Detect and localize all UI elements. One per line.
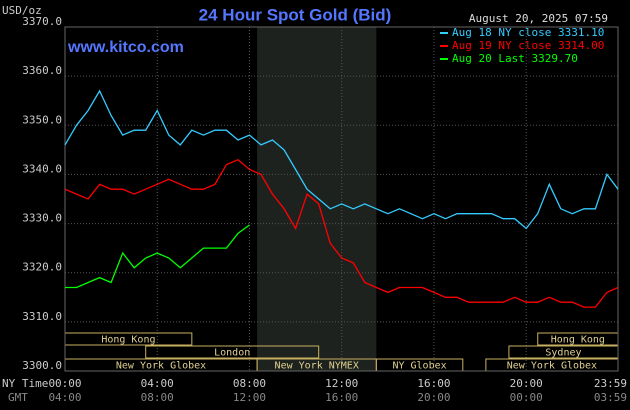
- x-tick-label: 12:00: [325, 377, 358, 390]
- session-label: New York Globex: [116, 361, 206, 372]
- series-line: [65, 224, 250, 289]
- y-tick-label: 3330.0: [22, 212, 62, 225]
- x2-tick-label: 16:00: [325, 391, 358, 404]
- y-tick-label: 3300.0: [22, 359, 62, 372]
- x-tick-label: 08:00: [233, 377, 266, 390]
- session-label: New York NYMEX: [275, 361, 359, 372]
- session-shade: [257, 27, 377, 371]
- x-tick-label: 23:59: [594, 377, 627, 390]
- session-label: Hong Kong: [101, 335, 155, 346]
- x2-axis-label: GMT: [8, 391, 28, 404]
- x2-tick-label: 12:00: [233, 391, 266, 404]
- x2-tick-label: 04:00: [48, 391, 81, 404]
- y-tick-label: 3360.0: [22, 64, 62, 77]
- session-bar: [145, 345, 320, 359]
- series-line: [64, 89, 619, 230]
- watermark: www.kitco.com: [67, 39, 184, 56]
- legend-label: Aug 20 Last 3329.70: [452, 52, 578, 65]
- legend-label: Aug 18 NY close 3331.10: [452, 26, 604, 39]
- y-tick-label: 3320.0: [22, 261, 62, 274]
- x-axis-label: NY Time: [2, 377, 48, 390]
- x-tick-label: 00:00: [48, 377, 81, 390]
- series-line: [64, 158, 619, 308]
- x2-tick-label: 00:00: [510, 391, 543, 404]
- timestamp: August 20, 2025 07:59: [469, 12, 608, 25]
- y-tick-label: 3310.0: [22, 310, 62, 323]
- y-tick-label: 3370.0: [22, 15, 62, 28]
- session-label: Hong Kong: [551, 335, 605, 346]
- chart-title: 24 Hour Spot Gold (Bid): [199, 5, 392, 24]
- x-tick-label: 04:00: [141, 377, 174, 390]
- x-tick-label: 20:00: [510, 377, 543, 390]
- legend-label: Aug 19 NY close 3314.00: [452, 39, 604, 52]
- x2-tick-label: 20:00: [417, 391, 450, 404]
- plot-frame: [64, 26, 619, 372]
- x2-tick-label: 03:59: [594, 391, 627, 404]
- x-tick-label: 16:00: [417, 377, 450, 390]
- y-axis-label: USD/oz: [2, 4, 42, 17]
- y-tick-label: 3340.0: [22, 162, 62, 175]
- x2-tick-label: 08:00: [141, 391, 174, 404]
- session-label: New York Globex: [507, 361, 597, 372]
- session-label: Sydney: [545, 348, 581, 359]
- y-tick-label: 3350.0: [22, 113, 62, 126]
- session-label: NY Globex: [392, 361, 446, 372]
- session-label: London: [214, 348, 250, 359]
